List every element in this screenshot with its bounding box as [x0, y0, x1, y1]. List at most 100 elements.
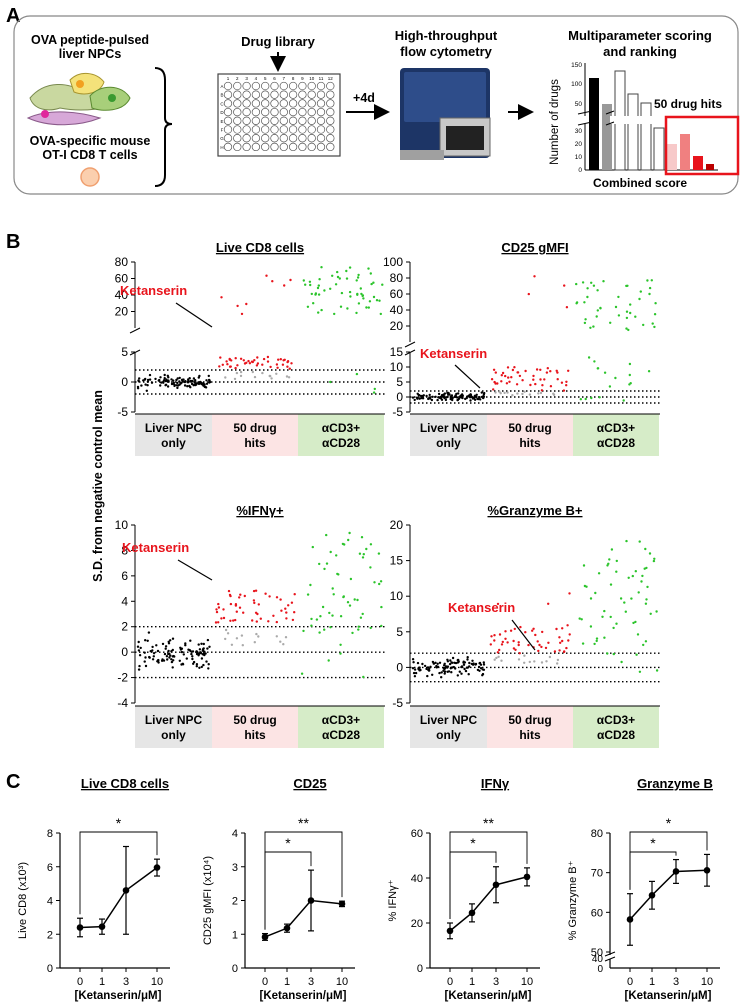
- scatter-point: [242, 359, 245, 362]
- scatter-point: [438, 661, 442, 664]
- plate-row-label: G: [220, 136, 224, 141]
- y-tick-label: 70: [591, 868, 603, 880]
- scatter-point: [207, 374, 210, 378]
- scatter-point: [194, 382, 197, 386]
- scatter-point: [339, 305, 343, 308]
- data-point: [648, 891, 656, 899]
- scatter-point: [164, 647, 167, 650]
- plate-row-label: E: [220, 119, 223, 124]
- scatter-point: [500, 380, 503, 383]
- histogram-ytick: 0: [578, 167, 582, 174]
- scatter-point: [612, 626, 615, 630]
- x-tick-label: 0: [262, 976, 268, 988]
- scatter-point: [538, 643, 541, 647]
- ot1-label-2: OT-I CD8 T cells: [42, 148, 137, 162]
- scatter-point: [513, 366, 516, 369]
- scatter-point: [446, 658, 449, 661]
- y-tick-label: 2: [121, 620, 128, 634]
- plate-well: [223, 125, 233, 134]
- scatter-point: [540, 661, 544, 664]
- scatter-point: [458, 670, 461, 673]
- scatter-point: [335, 554, 338, 557]
- plate-row-label: D: [220, 110, 224, 115]
- scatter-point: [347, 538, 350, 542]
- plate-well: [251, 125, 261, 134]
- scatter-point: [143, 660, 146, 663]
- scatter-point: [238, 606, 242, 609]
- scatter-point: [203, 650, 206, 653]
- line-plot-xlabel: [Ketanserin/μM]: [260, 990, 347, 1002]
- score-histogram: [577, 63, 740, 176]
- scatter-point: [269, 374, 272, 378]
- scatter-point: [229, 365, 232, 368]
- scatter-point: [206, 647, 209, 650]
- scatter-point: [499, 392, 502, 395]
- scatter-point: [369, 626, 372, 630]
- scatter-point: [547, 641, 550, 644]
- data-point: [703, 866, 711, 874]
- scatter-point: [511, 394, 514, 397]
- scatter-point: [413, 668, 417, 671]
- plate-well: [279, 134, 288, 143]
- plate-well: [270, 134, 279, 143]
- scatter-point: [512, 639, 515, 643]
- scatter-point: [652, 559, 656, 563]
- scatter-point: [527, 292, 530, 296]
- scatter-point: [360, 292, 363, 296]
- scatter-point: [580, 618, 583, 621]
- scatter-point: [636, 633, 640, 636]
- y-tick-label: 4: [47, 896, 53, 908]
- scatter-point: [266, 355, 270, 359]
- scatter-point: [583, 584, 587, 588]
- scatter-point: [254, 589, 258, 592]
- scatter-point: [498, 648, 501, 652]
- data-point: [468, 909, 476, 917]
- scatter-point: [649, 612, 652, 615]
- plate-col-label: 8: [292, 76, 295, 81]
- x-tick-label: 0: [447, 976, 453, 988]
- scatter-point: [316, 286, 320, 290]
- y-tick-label: -5: [392, 696, 403, 710]
- scatter-point: [524, 369, 527, 373]
- scatter-point: [333, 312, 336, 316]
- scatter-point: [304, 283, 307, 286]
- x-tick-label: 1: [649, 976, 655, 988]
- scatter-point: [279, 358, 282, 361]
- scatter-point: [615, 559, 618, 563]
- scatter-point: [628, 373, 631, 377]
- scatter-point: [290, 362, 293, 365]
- scatter-point: [443, 662, 446, 665]
- scatter-point: [581, 281, 585, 284]
- significance-bracket: [264, 851, 312, 930]
- scatter-point: [217, 606, 221, 609]
- scatter-point: [287, 604, 290, 607]
- y-tick-label: 8: [121, 543, 128, 557]
- scatter-point: [302, 279, 305, 282]
- plate-well: [326, 125, 335, 134]
- scatter-point: [137, 379, 140, 382]
- scatter-point: [283, 284, 286, 287]
- plate-well: [270, 142, 279, 152]
- scatter-point: [214, 621, 218, 624]
- scatter-point: [187, 648, 190, 651]
- scatter-point: [282, 643, 285, 646]
- line-plot-ylabel: Live CD8 (x10³): [17, 862, 29, 939]
- scatter-point: [234, 357, 237, 360]
- scatter-point: [275, 363, 279, 366]
- scatter-point: [455, 396, 459, 399]
- scatter-point: [195, 663, 199, 666]
- scatter-point: [537, 649, 540, 653]
- scatter-point: [358, 552, 362, 555]
- scatter-point: [567, 639, 570, 642]
- scatter-point: [446, 670, 449, 673]
- scatter-point: [609, 583, 613, 586]
- scatter-point: [224, 628, 228, 632]
- scatter-point: [156, 649, 160, 653]
- plate-well: [233, 142, 242, 152]
- scatter-point: [207, 667, 210, 670]
- plate-col-label: 5: [264, 76, 267, 81]
- plate-well: [223, 134, 233, 143]
- scatter-point: [339, 652, 342, 655]
- scatter-point: [474, 662, 478, 666]
